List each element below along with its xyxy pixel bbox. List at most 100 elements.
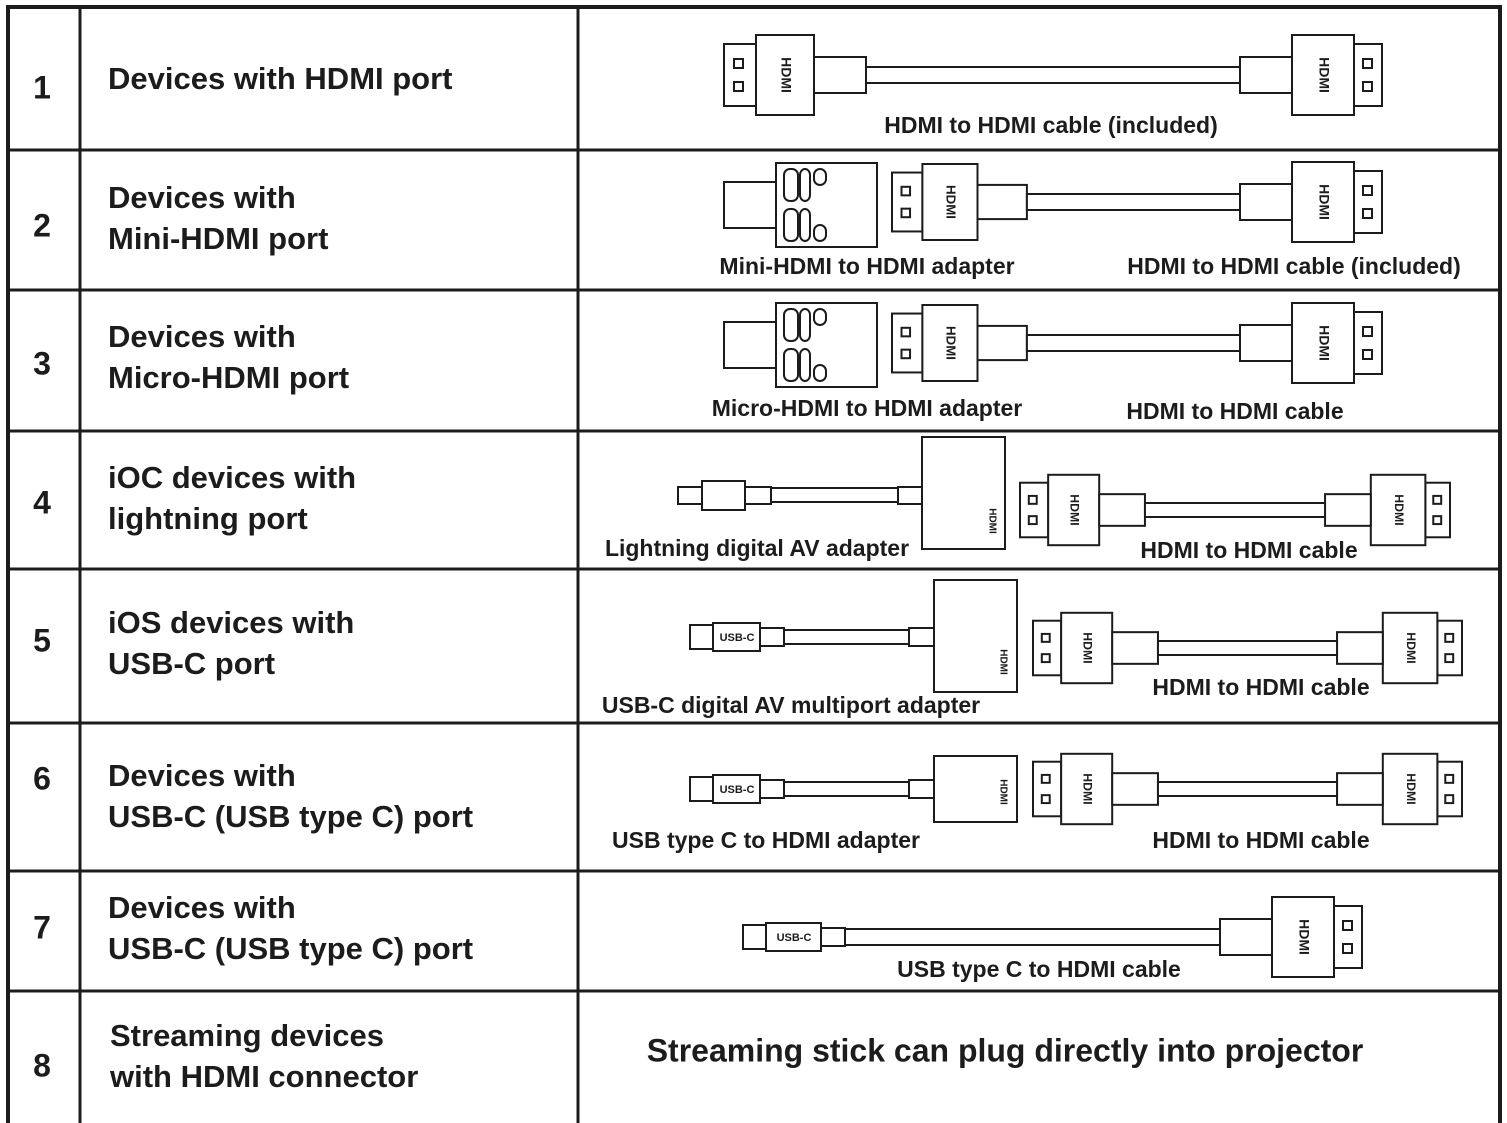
connector-label: HDMI xyxy=(1080,632,1094,663)
adapter-slot xyxy=(783,308,799,342)
connector-label: HDMI xyxy=(778,57,794,93)
row-number: 5 xyxy=(33,622,51,658)
device-type: USB-C (USB type C) port xyxy=(108,931,473,966)
device-type: Devices with xyxy=(108,319,296,354)
cable xyxy=(865,66,1241,84)
plug-neck xyxy=(759,627,785,647)
device-type: iOS devices with xyxy=(108,605,354,640)
device-type: lightning port xyxy=(108,501,308,536)
adapter-slot xyxy=(783,208,799,242)
connector-label: HDMI xyxy=(986,508,997,534)
hdmi-body xyxy=(1060,752,1114,826)
hdmi-pin xyxy=(1362,326,1373,337)
hdmi-body xyxy=(1060,611,1114,685)
hdmi-tip xyxy=(891,312,924,374)
hdmi-pin xyxy=(1342,943,1353,954)
connector-label: HDMI xyxy=(1404,632,1418,663)
adapter-slot xyxy=(783,348,799,382)
hdmi-tip xyxy=(1436,619,1463,677)
hdmi-pin xyxy=(1444,773,1455,784)
adapter-slot xyxy=(799,348,811,382)
row-number: 4 xyxy=(33,484,51,520)
plug-neck xyxy=(908,627,935,647)
hdmi-tip xyxy=(891,171,924,233)
hdmi-pin xyxy=(1342,920,1353,931)
connector-label: HDMI xyxy=(1316,184,1332,220)
row-number: 8 xyxy=(33,1047,51,1083)
row-number: 1 xyxy=(33,69,51,105)
hdmi-pin xyxy=(1362,185,1373,196)
hdmi-body xyxy=(1291,302,1355,384)
hdmi-tip xyxy=(1436,760,1463,818)
adapter-slot xyxy=(783,168,799,202)
adapter-slot xyxy=(813,308,827,326)
connector-label: HDMI xyxy=(1067,494,1081,525)
hdmi-neck xyxy=(1324,493,1372,527)
hdmi-body xyxy=(921,163,979,241)
connector-label: USB-C xyxy=(720,632,755,644)
hdmi-tip xyxy=(1353,311,1383,375)
row-number: 6 xyxy=(33,760,51,796)
hdmi-pin xyxy=(1362,58,1373,69)
hdmi-pin xyxy=(1362,81,1373,92)
hdmi-pin xyxy=(900,326,912,338)
device-type: Streaming devices xyxy=(110,1018,384,1053)
caption: HDMI to HDMI cable xyxy=(1140,537,1357,563)
hdmi-neck xyxy=(1336,772,1384,806)
hdmi-body xyxy=(921,304,979,382)
plug-neck xyxy=(759,779,785,799)
device-type: Devices with xyxy=(108,180,296,215)
device-type: iOC devices with xyxy=(108,460,356,495)
adapter-slot xyxy=(799,208,811,242)
adapter-slot xyxy=(813,364,827,382)
connector-label: HDMI xyxy=(1316,57,1332,93)
cable xyxy=(844,928,1221,946)
caption: HDMI to HDMI cable xyxy=(1152,827,1369,853)
hdmi-neck xyxy=(1239,324,1293,362)
connector-label: HDMI xyxy=(1392,494,1406,525)
hdmi-neck xyxy=(976,324,1028,362)
cable xyxy=(1025,193,1242,211)
device-type: Mini-HDMI port xyxy=(108,221,328,256)
caption: USB type C to HDMI adapter xyxy=(612,827,920,853)
cable xyxy=(1143,502,1327,518)
device-type: Micro-HDMI port xyxy=(108,360,349,395)
hdmi-tip xyxy=(1424,481,1451,539)
connector-label: HDMI xyxy=(1296,919,1312,955)
connector-label: HDMI xyxy=(1404,773,1418,804)
connector-label: HDMI xyxy=(1080,773,1094,804)
hdmi-tip xyxy=(1032,760,1063,818)
connector-label: USB-C xyxy=(720,784,755,796)
caption: HDMI to HDMI cable (included) xyxy=(884,112,1218,138)
device-type: Devices with HDMI port xyxy=(108,61,453,96)
hdmi-body xyxy=(1369,473,1427,547)
hdmi-pin xyxy=(733,58,744,69)
adapter-slot xyxy=(813,224,827,242)
hdmi-body xyxy=(1291,34,1355,116)
caption: HDMI to HDMI cable xyxy=(1126,398,1343,424)
adapter-box xyxy=(933,579,1018,693)
device-type: USB-C (USB type C) port xyxy=(108,799,473,834)
lightning-tip xyxy=(677,486,703,505)
adapter-plug xyxy=(723,321,777,369)
hdmi-pin xyxy=(1040,632,1051,643)
hdmi-pin xyxy=(1040,773,1051,784)
hdmi-pin xyxy=(1027,494,1038,505)
usbc-tip xyxy=(742,924,767,950)
hdmi-tip xyxy=(1032,619,1063,677)
hdmi-neck xyxy=(1111,631,1159,665)
adapter-box xyxy=(921,436,1006,550)
connector-label: HDMI xyxy=(943,185,958,219)
hdmi-pin xyxy=(1444,653,1455,664)
cable xyxy=(1025,334,1242,352)
plug-neck xyxy=(908,779,935,799)
device-type: Devices with xyxy=(108,890,296,925)
hdmi-tip xyxy=(1353,170,1383,234)
hdmi-tip xyxy=(1019,481,1050,539)
hdmi-tip xyxy=(1353,43,1383,107)
usbc-tip xyxy=(689,624,714,650)
hdmi-pin xyxy=(1444,632,1455,643)
hdmi-pin xyxy=(1027,515,1038,526)
plug-neck xyxy=(897,486,923,505)
